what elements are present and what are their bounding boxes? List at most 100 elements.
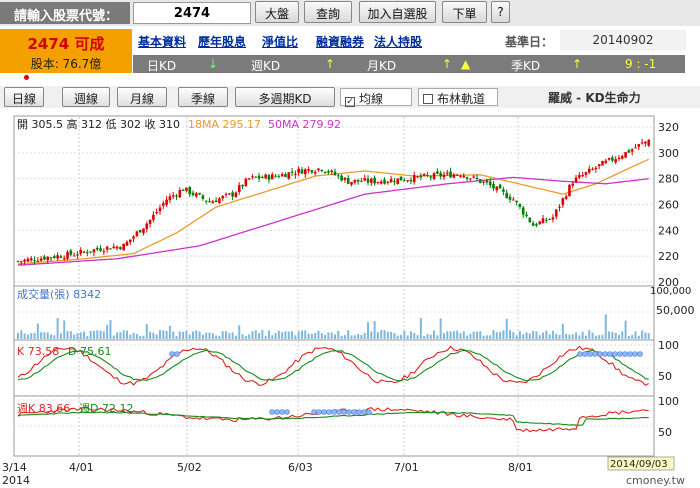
candle-body xyxy=(561,198,565,206)
candle-body xyxy=(611,157,614,161)
volume-bar xyxy=(211,333,214,339)
candle-body xyxy=(310,170,314,173)
tab-seasonal[interactable]: 季線 xyxy=(178,87,228,107)
volume-bar xyxy=(528,333,531,339)
volume-bar xyxy=(409,331,412,339)
volume-bar xyxy=(578,335,581,339)
candle-body xyxy=(251,176,254,178)
volume-bar xyxy=(542,332,545,339)
volume-bar xyxy=(350,335,353,339)
candle-body xyxy=(102,251,106,253)
volume-bar xyxy=(208,332,211,339)
bollinger-checkbox[interactable]: 布林軌道 xyxy=(418,88,498,106)
candle-body xyxy=(505,192,509,199)
tab-monthly[interactable]: 月線 xyxy=(117,87,167,107)
help-button[interactable]: ? xyxy=(491,1,510,23)
candle-body xyxy=(412,175,416,183)
volume-bar xyxy=(396,335,399,339)
volume-bar xyxy=(627,335,630,339)
base-date-field[interactable]: 20140902 xyxy=(560,30,686,50)
candle-body xyxy=(320,169,324,172)
candle-body xyxy=(89,251,92,253)
candle-body xyxy=(201,195,205,199)
volume-bar xyxy=(485,335,488,339)
volume-bar xyxy=(601,334,604,339)
tab-weekly[interactable]: 週線 xyxy=(62,87,110,107)
candle-body xyxy=(333,171,337,176)
volume-bar xyxy=(320,333,323,339)
price-tick-label: 260 xyxy=(658,199,679,212)
candle-body xyxy=(99,248,102,251)
volume-bar xyxy=(271,335,274,339)
volume-bar xyxy=(334,334,336,339)
volume-bar xyxy=(433,330,436,339)
volume-bar xyxy=(178,331,181,339)
volume-bar xyxy=(168,325,171,339)
candle-body xyxy=(62,258,66,260)
candle-body xyxy=(515,200,518,203)
candle-body xyxy=(287,172,291,179)
candle-body xyxy=(432,173,436,180)
kd-month-label: 月KD xyxy=(367,59,397,73)
volume-bar xyxy=(116,332,119,339)
candle-body xyxy=(132,236,135,239)
moving-averages xyxy=(17,158,649,266)
volume-bar xyxy=(36,323,39,339)
candle-body xyxy=(122,243,125,251)
volume-bar xyxy=(215,335,218,339)
chart-grid xyxy=(14,117,654,457)
price-tick-label: 220 xyxy=(658,250,679,263)
volume-bar xyxy=(442,333,445,339)
candle-body xyxy=(624,152,627,158)
candle-body xyxy=(224,193,228,195)
candle-body xyxy=(558,206,561,208)
candle-body xyxy=(637,144,641,147)
candle-body xyxy=(508,196,512,200)
candle-body xyxy=(426,174,429,176)
volume-bar xyxy=(43,332,46,339)
link-dividend-history[interactable]: 歷年股息 xyxy=(198,35,247,49)
candle-body xyxy=(521,207,525,215)
volume-bar xyxy=(145,323,148,339)
link-institutional[interactable]: 法人持股 xyxy=(374,35,423,49)
stock-code-input[interactable] xyxy=(133,2,251,24)
volume-bar xyxy=(551,330,554,339)
candle-body xyxy=(237,185,241,193)
ma-checkbox[interactable]: ✓ 均線 xyxy=(340,88,412,107)
candle-body xyxy=(185,187,188,191)
candle-body xyxy=(303,169,307,175)
overbought-dot-marker xyxy=(612,351,618,357)
add-watchlist-button[interactable]: 加入自選股 xyxy=(359,1,436,23)
candle-body xyxy=(135,231,139,236)
volume-bar xyxy=(403,330,406,339)
volume-bar xyxy=(446,331,449,339)
kd-day-label: 日KD xyxy=(147,59,177,73)
volume-bar xyxy=(598,335,601,339)
candle-body xyxy=(231,192,234,197)
candle-body xyxy=(574,177,578,183)
candle-body xyxy=(26,258,30,262)
candle-body xyxy=(158,207,162,212)
overbought-dot-marker xyxy=(174,351,180,357)
volume-bar xyxy=(99,330,102,339)
volume-bar xyxy=(505,318,508,339)
tab-daily[interactable]: 日線 xyxy=(4,87,44,107)
volume-bar xyxy=(23,333,26,339)
candle-body xyxy=(280,174,284,177)
query-button[interactable]: 查詢 xyxy=(304,1,352,23)
link-pb-ratio[interactable]: 淨值比 xyxy=(262,35,299,49)
link-margin-trading[interactable]: 融資融券 xyxy=(316,35,365,49)
tab-multi-period-kd[interactable]: 多週期KD xyxy=(235,87,335,107)
order-button[interactable]: 下單 xyxy=(442,1,487,23)
link-basic-info[interactable]: 基本資料 xyxy=(138,35,187,49)
volume-bar xyxy=(73,334,76,339)
overbought-dot-marker xyxy=(592,351,598,357)
volume-bar xyxy=(112,335,115,339)
volume-bar xyxy=(63,320,66,339)
candle-body xyxy=(422,174,426,176)
volume-bar xyxy=(584,335,587,339)
volume-bar xyxy=(188,334,191,339)
volume-bar xyxy=(158,330,161,339)
market-button[interactable]: 大盤 xyxy=(255,1,299,23)
